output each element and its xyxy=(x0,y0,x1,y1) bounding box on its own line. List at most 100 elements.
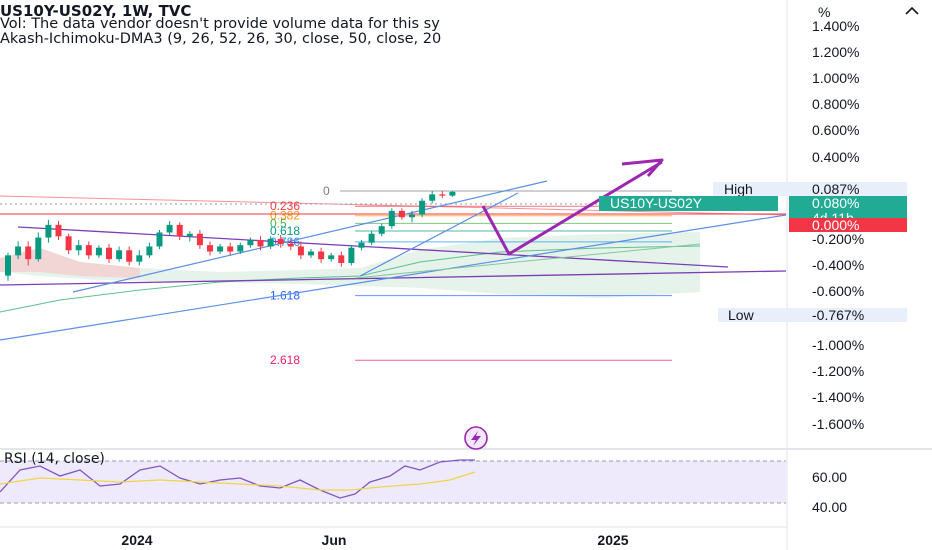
candle-body xyxy=(166,224,173,233)
time-tick-label: 2025 xyxy=(597,532,628,548)
time-tick-label: 2024 xyxy=(121,532,152,548)
fib-level-label: 0 xyxy=(323,184,330,198)
candle-body xyxy=(186,233,193,237)
candle-body xyxy=(358,242,365,248)
cloud-base-line xyxy=(354,243,701,279)
candle-body xyxy=(449,191,456,196)
price-tick-label: 1.200% xyxy=(812,44,859,60)
price-tick-label: -0.600% xyxy=(812,283,864,299)
candle-body xyxy=(388,210,395,227)
resistance-line xyxy=(0,195,787,216)
candle-body xyxy=(106,247,112,260)
candle-body xyxy=(257,240,264,247)
rsi-line xyxy=(0,459,475,499)
long-trendline xyxy=(0,214,787,341)
zero-tag-bg xyxy=(789,218,907,232)
candle-body xyxy=(95,247,102,256)
candle-body xyxy=(429,194,436,201)
candle-body xyxy=(368,233,375,243)
indicator-legend[interactable]: Akash-Ichimoku-DMA3 (9, 26, 52, 26, 30, … xyxy=(0,31,442,46)
candle-body xyxy=(85,245,92,256)
rising-channel-upper xyxy=(72,180,548,293)
ichimoku-cloud-red xyxy=(0,248,140,278)
ichimoku-span-line xyxy=(0,245,701,313)
high-label: High xyxy=(724,181,753,197)
candle-body xyxy=(227,246,234,252)
candle-body xyxy=(45,224,52,238)
candle-body xyxy=(439,194,446,196)
zero-value: 0.000% xyxy=(812,217,859,233)
candle-body xyxy=(126,250,133,262)
fib-level-label: 0.5 xyxy=(270,216,287,230)
candle-body xyxy=(146,246,153,256)
candle-body xyxy=(75,245,82,251)
price-tick-label: 1.000% xyxy=(812,70,859,86)
axis-unit-label: % xyxy=(818,4,831,20)
rsi-ma-line xyxy=(0,471,476,491)
price-tick-label: 1.400% xyxy=(812,18,859,34)
candle-body xyxy=(348,247,355,263)
rsi-legend: RSI (14, close) xyxy=(4,451,105,467)
price-tick-label: 0.800% xyxy=(812,96,859,112)
candle-body xyxy=(338,255,345,263)
candle-body xyxy=(136,255,143,262)
symbol-tag-label: US10Y-US02Y xyxy=(610,195,703,211)
candle-body xyxy=(398,210,405,218)
candle-body xyxy=(237,245,244,252)
price-tick-label: -1.000% xyxy=(812,337,864,353)
candle-body xyxy=(35,237,42,260)
candle-body xyxy=(328,255,335,260)
candle-body xyxy=(308,251,314,256)
symbol-title[interactable]: US10Y-US02Y, 1W, TVC xyxy=(0,2,192,20)
price-tick-label: 0.600% xyxy=(812,122,859,138)
high-value: 0.087% xyxy=(812,181,859,197)
price-tick-label: 0.400% xyxy=(812,149,859,165)
high-tag-bg xyxy=(713,182,907,196)
candle-body xyxy=(247,240,254,246)
time-tick-label: Jun xyxy=(322,532,347,548)
fib-level-label: 0.382 xyxy=(270,209,300,223)
fib-level-label: 1.618 xyxy=(270,289,300,303)
candle-body xyxy=(196,233,203,246)
candle-body xyxy=(25,246,32,260)
price-tick-label: -0.200% xyxy=(812,231,864,247)
candle-body xyxy=(419,200,426,215)
low-label: Low xyxy=(728,307,755,323)
candle-body xyxy=(378,226,385,234)
low-value: -0.767% xyxy=(812,307,864,323)
low-tag-bg xyxy=(718,308,907,322)
candle-body xyxy=(176,224,183,237)
candle-body xyxy=(65,236,72,251)
channel-upper-line xyxy=(17,226,729,268)
fib-level-label: 0.618 xyxy=(270,224,300,238)
price-tick-label: -1.200% xyxy=(812,363,864,379)
fib-level-label: 2.618 xyxy=(270,353,300,367)
candle-body xyxy=(277,238,284,244)
candle-body xyxy=(297,246,304,256)
candle-body xyxy=(287,243,294,247)
candle-body xyxy=(156,232,163,247)
volume-legend: Vol: The data vendor doesn't provide vol… xyxy=(0,16,440,32)
candle-body xyxy=(5,255,11,276)
rising-channel-lower xyxy=(359,192,519,277)
legend-header: US10Y-US02Y, 1W, TVC Vol: The data vendo… xyxy=(0,0,786,46)
price-tick-label: -1.600% xyxy=(812,416,864,432)
candle-body xyxy=(409,214,415,218)
candle-body xyxy=(55,224,62,237)
candle-body xyxy=(217,246,224,252)
candle-body xyxy=(15,246,22,256)
price-tick-label: -1.400% xyxy=(812,389,864,405)
candle-body xyxy=(318,251,325,260)
projection-arrow-path xyxy=(481,160,663,256)
collapse-legend-icon[interactable] xyxy=(903,4,921,18)
rsi-tick-label: 40.00 xyxy=(812,499,847,515)
candle-body xyxy=(267,238,274,247)
projection-arrow-head xyxy=(621,158,664,177)
rsi-tick-label: 60.00 xyxy=(812,469,847,485)
candle-body xyxy=(116,250,123,260)
lightning-bolt-icon xyxy=(471,431,481,446)
price-tick-label: -0.400% xyxy=(812,257,864,273)
candle-body xyxy=(207,245,213,252)
symbol-tag-bg xyxy=(599,196,778,211)
